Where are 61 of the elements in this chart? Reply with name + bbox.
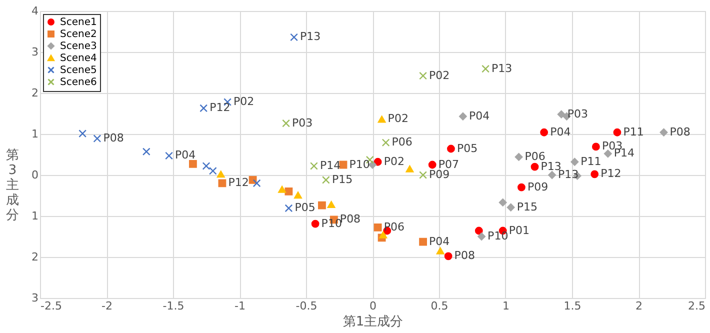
y-tick-label: 3 xyxy=(32,46,38,58)
annotation: P01 xyxy=(508,224,530,237)
y-tick-label: 4 xyxy=(32,4,38,18)
annotation: P08 xyxy=(670,125,690,138)
annotation: P04 xyxy=(175,148,196,162)
y-tick-label: 0 xyxy=(32,168,38,182)
annotation: P15 xyxy=(332,172,353,186)
annotation: P02 xyxy=(388,112,408,126)
annotation: P03 xyxy=(292,116,313,130)
x-tick-label: -1 xyxy=(234,300,246,312)
annotation: P09 xyxy=(429,168,450,181)
x-tick-label: 0.5 xyxy=(430,300,448,312)
y-tick-label: 1 xyxy=(32,128,38,140)
annotation: P05 xyxy=(456,142,478,155)
x-tick-label: 2 xyxy=(636,300,642,312)
annotation: P12 xyxy=(228,176,249,190)
y-axis-title: 第3主成分 xyxy=(6,148,19,223)
annotation: P03 xyxy=(567,107,588,120)
annotation: P13 xyxy=(300,30,321,44)
annotation: P10 xyxy=(321,216,342,230)
legend-label: Scene1 xyxy=(60,17,97,28)
x-tick-label: -2.5 xyxy=(40,300,62,312)
x-axis-title: 第1主成分 xyxy=(342,314,404,330)
legend-label: Scene2 xyxy=(60,29,97,40)
annotation: P12 xyxy=(600,167,622,180)
annotation: P11 xyxy=(580,154,602,168)
x-tick-label: -1.5 xyxy=(162,300,184,312)
y-tick-label: 2 xyxy=(32,250,38,264)
annotation: P07 xyxy=(438,158,459,171)
annotation: P05 xyxy=(294,201,316,214)
x-tick-label: -2 xyxy=(102,300,112,312)
annotation: P12 xyxy=(210,101,230,114)
legend-label: Scene5 xyxy=(60,65,97,76)
y-tick-label: 1 xyxy=(32,210,38,222)
annotation: P10 xyxy=(488,230,508,242)
x-tick-label: 2.5 xyxy=(688,300,706,312)
annotation: P06 xyxy=(524,150,546,163)
annotation: P09 xyxy=(527,180,548,194)
x-tick-label: -0.5 xyxy=(296,300,318,312)
legend-label: Scene6 xyxy=(60,77,97,88)
x-tick-label: 0 xyxy=(370,300,376,312)
annotation: P11 xyxy=(623,125,644,138)
annotation: P04 xyxy=(429,234,450,248)
annotation: P02 xyxy=(234,95,254,108)
annotation: P04 xyxy=(468,109,490,122)
annotation: P02 xyxy=(384,154,404,168)
annotation: P06 xyxy=(392,136,412,149)
x-tick-label: 1.5 xyxy=(564,300,582,312)
annotation: P13 xyxy=(492,62,512,75)
annotation: P08 xyxy=(103,132,124,145)
y-tick-label: 3 xyxy=(32,292,38,304)
y-tick-label: 2 xyxy=(32,86,38,100)
legend-label: Scene3 xyxy=(60,41,97,52)
annotation: P10 xyxy=(349,158,370,171)
annotation: P08 xyxy=(454,249,475,262)
annotation: P02 xyxy=(429,68,450,82)
annotation: P15 xyxy=(516,200,538,214)
x-tick-label: 1 xyxy=(502,300,510,312)
legend-label: Scene4 xyxy=(60,53,97,64)
annotation: P04 xyxy=(550,125,571,138)
annotation: P06 xyxy=(384,220,404,234)
